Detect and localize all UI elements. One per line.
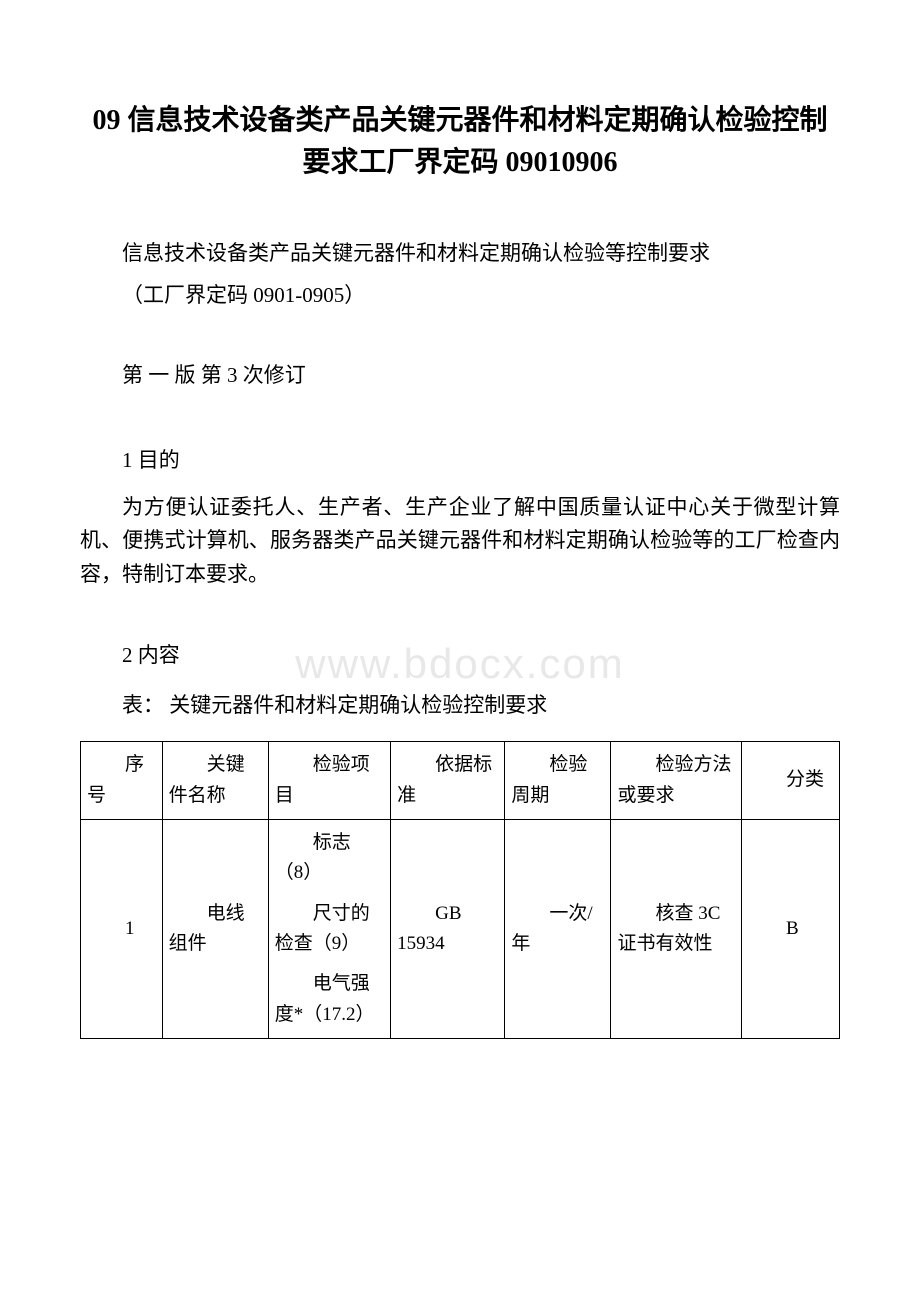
cell-row1-col1: 1: [81, 819, 163, 1038]
subtitle-line-2: （工厂界定码 0901-0905）: [80, 276, 840, 316]
section-2-heading: 2 内容: [80, 636, 840, 676]
cell-row1-col5: 一次/年: [505, 819, 611, 1038]
cell-row1-col6: 核查 3C 证书有效性: [611, 819, 742, 1038]
cell-row1-col3: 标志（8） 尺寸的检查（9） 电气强度*（17.2）: [268, 819, 390, 1038]
header-col-5: 检验周期: [505, 742, 611, 820]
table-caption: 表： 关键元器件和材料定期确认检验控制要求: [80, 686, 840, 726]
header-col-3: 检验项目: [268, 742, 390, 820]
cell-row1-col2: 电线组件: [162, 819, 268, 1038]
header-col-4: 依据标准: [391, 742, 505, 820]
cell-row1-col7: B: [742, 819, 840, 1038]
header-col-1: 序号: [81, 742, 163, 820]
section-1-body: 为方便认证委托人、生产者、生产企业了解中国质量认证中心关于微型计算机、便携式计算…: [80, 491, 840, 592]
header-col-7: 分类: [742, 742, 840, 820]
section-1-heading: 1 目的: [80, 441, 840, 481]
document-content: 09 信息技术设备类产品关键元器件和材料定期确认检验控制要求工厂界定码 0901…: [80, 100, 840, 1039]
header-col-6: 检验方法或要求: [611, 742, 742, 820]
cell-row1-col4: GB 15934: [391, 819, 505, 1038]
document-title: 09 信息技术设备类产品关键元器件和材料定期确认检验控制要求工厂界定码 0901…: [80, 100, 840, 184]
version-line: 第 一 版 第 3 次修订: [80, 356, 840, 396]
table-header-row: 序号 关键件名称 检验项目 依据标准 检验周期 检验方法或要求 分类: [81, 742, 840, 820]
table-row: 1 电线组件 标志（8） 尺寸的检查（9） 电气强度*（17.2） GB 159…: [81, 819, 840, 1038]
header-col-2: 关键件名称: [162, 742, 268, 820]
subtitle-line-1: 信息技术设备类产品关键元器件和材料定期确认检验等控制要求: [80, 234, 840, 274]
requirements-table: 序号 关键件名称 检验项目 依据标准 检验周期 检验方法或要求 分类 1 电线组…: [80, 741, 840, 1039]
